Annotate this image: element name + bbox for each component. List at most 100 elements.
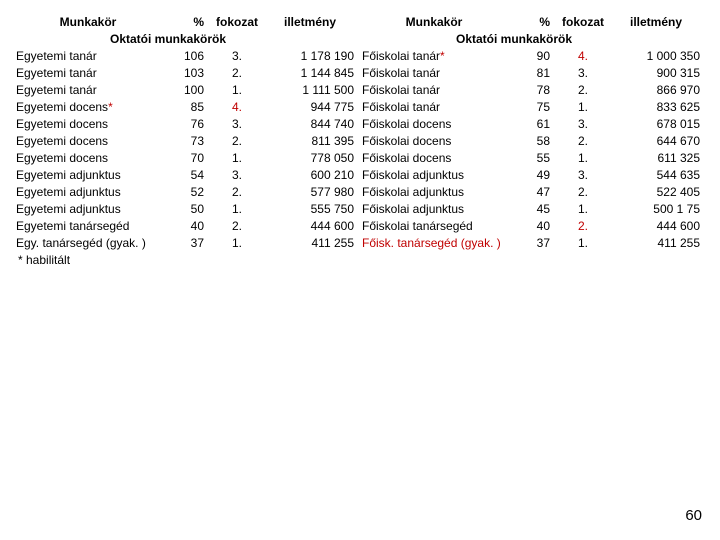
cell-illetmeny: 644 670 xyxy=(610,133,702,150)
table-row: Főiskolai docens551.611 325 xyxy=(360,150,706,167)
table-row: Főiskolai tanársegéd402.444 600 xyxy=(360,218,706,235)
cell-illetmeny: 944 775 xyxy=(264,99,356,116)
cell-fokozat: 3. xyxy=(210,116,264,133)
cell-percent: 37 xyxy=(508,235,556,252)
col-header-percent: % xyxy=(162,14,210,31)
cell-munkakor: Főiskolai tanársegéd xyxy=(360,218,508,235)
cell-munkakor: Egyetemi docens xyxy=(14,133,162,150)
cell-percent: 103 xyxy=(162,65,210,82)
cell-fokozat: 3. xyxy=(210,48,264,65)
star-icon: * xyxy=(440,49,445,63)
cell-percent: 55 xyxy=(508,150,556,167)
table-row: Egy. tanársegéd (gyak. )371.411 255 xyxy=(14,235,360,252)
col-header-munkakor: Munkakör xyxy=(14,14,162,31)
cell-munkakor: Főiskolai tanár xyxy=(360,65,508,82)
cell-percent: 52 xyxy=(162,184,210,201)
right-table: Munkakör % fokozat illetmény Oktatói mun… xyxy=(360,14,706,269)
cell-munkakor: Főiskolai tanár* xyxy=(360,48,508,65)
cell-fokozat: 2. xyxy=(556,133,610,150)
cell-munkakor: Főiskolai docens xyxy=(360,150,508,167)
left-section-header: Oktatói munkakörök xyxy=(14,31,360,48)
table-row: Főiskolai adjunktus493.544 635 xyxy=(360,167,706,184)
cell-munkakor: Egyetemi adjunktus xyxy=(14,167,162,184)
cell-percent: 76 xyxy=(162,116,210,133)
cell-munkakor: Egyetemi docens xyxy=(14,116,162,133)
cell-fokozat: 2. xyxy=(210,65,264,82)
cell-illetmeny: 577 980 xyxy=(264,184,356,201)
cell-fokozat: 3. xyxy=(556,167,610,184)
cell-illetmeny: 555 750 xyxy=(264,201,356,218)
cell-illetmeny: 900 315 xyxy=(610,65,702,82)
col-header-illetmeny: illetmény xyxy=(264,14,356,31)
left-header-row: Munkakör % fokozat illetmény xyxy=(14,14,360,31)
cell-illetmeny: 1 144 845 xyxy=(264,65,356,82)
cell-munkakor: Főiskolai docens xyxy=(360,116,508,133)
cell-fokozat: 3. xyxy=(210,167,264,184)
footnote: * habilitált xyxy=(14,252,360,269)
cell-illetmeny: 678 015 xyxy=(610,116,702,133)
left-table: Munkakör % fokozat illetmény Oktatói mun… xyxy=(14,14,360,269)
cell-illetmeny: 1 000 350 xyxy=(610,48,702,65)
cell-fokozat: 1. xyxy=(556,99,610,116)
cell-percent: 37 xyxy=(162,235,210,252)
cell-percent: 73 xyxy=(162,133,210,150)
cell-percent: 78 xyxy=(508,82,556,99)
cell-fokozat: 2. xyxy=(210,133,264,150)
cell-fokozat: 1. xyxy=(210,201,264,218)
cell-fokozat: 3. xyxy=(556,65,610,82)
col-header-munkakor: Munkakör xyxy=(360,14,508,31)
table-row: Egyetemi docens732.811 395 xyxy=(14,133,360,150)
page-number: 60 xyxy=(685,507,702,524)
cell-munkakor: Egy. tanársegéd (gyak. ) xyxy=(14,235,162,252)
table-row: Főiskolai adjunktus451.500 1 75 xyxy=(360,201,706,218)
cell-munkakor: Egyetemi tanár xyxy=(14,82,162,99)
cell-munkakor: Főiskolai docens xyxy=(360,133,508,150)
cell-fokozat: 1. xyxy=(210,82,264,99)
cell-percent: 50 xyxy=(162,201,210,218)
cell-percent: 54 xyxy=(162,167,210,184)
table-row: Főiskolai adjunktus472.522 405 xyxy=(360,184,706,201)
cell-fokozat: 1. xyxy=(210,150,264,167)
cell-munkakor: Főisk. tanársegéd (gyak. ) xyxy=(360,235,508,252)
table-row: Főisk. tanársegéd (gyak. )371.411 255 xyxy=(360,235,706,252)
cell-fokozat: 1. xyxy=(556,150,610,167)
cell-illetmeny: 411 255 xyxy=(264,235,356,252)
table-row: Egyetemi tanársegéd402.444 600 xyxy=(14,218,360,235)
cell-percent: 49 xyxy=(508,167,556,184)
cell-fokozat: 1. xyxy=(556,235,610,252)
cell-munkakor: Egyetemi adjunktus xyxy=(14,184,162,201)
col-header-fokozat: fokozat xyxy=(556,14,610,31)
cell-illetmeny: 411 255 xyxy=(610,235,702,252)
table-row: Egyetemi docens*854.944 775 xyxy=(14,99,360,116)
table-row: Egyetemi tanár1001.1 111 500 xyxy=(14,82,360,99)
cell-percent: 75 xyxy=(508,99,556,116)
cell-percent: 58 xyxy=(508,133,556,150)
cell-munkakor: Egyetemi tanár xyxy=(14,48,162,65)
cell-percent: 70 xyxy=(162,150,210,167)
cell-fokozat: 2. xyxy=(210,218,264,235)
cell-percent: 81 xyxy=(508,65,556,82)
table-row: Főiskolai tanár813.900 315 xyxy=(360,65,706,82)
table-row: Főiskolai tanár782.866 970 xyxy=(360,82,706,99)
cell-fokozat: 2. xyxy=(556,82,610,99)
cell-illetmeny: 811 395 xyxy=(264,133,356,150)
cell-percent: 90 xyxy=(508,48,556,65)
cell-illetmeny: 600 210 xyxy=(264,167,356,184)
star-icon: * xyxy=(108,100,113,114)
cell-illetmeny: 444 600 xyxy=(264,218,356,235)
cell-illetmeny: 1 111 500 xyxy=(264,82,356,99)
right-section-header: Oktatói munkakörök xyxy=(360,31,706,48)
cell-fokozat: 3. xyxy=(556,116,610,133)
cell-illetmeny: 500 1 75 xyxy=(610,201,702,218)
cell-percent: 85 xyxy=(162,99,210,116)
table-row: Egyetemi adjunktus522.577 980 xyxy=(14,184,360,201)
cell-percent: 40 xyxy=(508,218,556,235)
cell-munkakor: Egyetemi adjunktus xyxy=(14,201,162,218)
cell-fokozat: 1. xyxy=(556,201,610,218)
table-row: Főiskolai docens613.678 015 xyxy=(360,116,706,133)
cell-percent: 61 xyxy=(508,116,556,133)
cell-illetmeny: 544 635 xyxy=(610,167,702,184)
table-row: Főiskolai tanár*904.1 000 350 xyxy=(360,48,706,65)
table-row: Egyetemi adjunktus543.600 210 xyxy=(14,167,360,184)
cell-percent: 40 xyxy=(162,218,210,235)
